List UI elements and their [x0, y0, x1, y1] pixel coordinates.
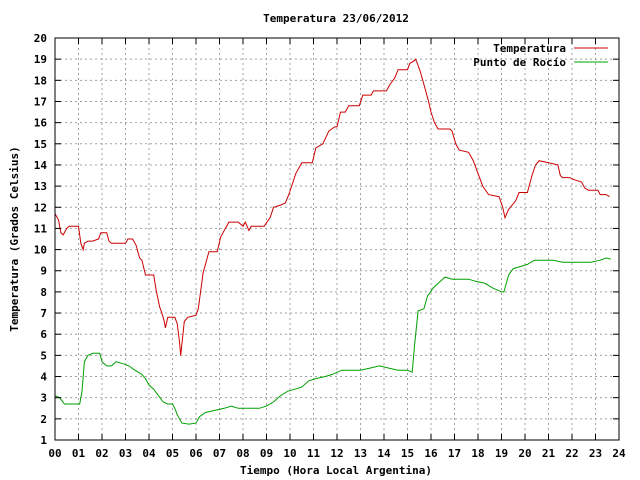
y-tick-label: 10 — [34, 244, 47, 257]
y-tick-label: 15 — [34, 138, 47, 151]
x-tick-label: 11 — [307, 447, 321, 460]
legend-label: Temperatura — [493, 42, 566, 55]
x-tick-label: 17 — [448, 447, 461, 460]
x-tick-label: 13 — [354, 447, 367, 460]
x-tick-label: 02 — [95, 447, 108, 460]
y-tick-label: 19 — [34, 53, 47, 66]
x-tick-label: 15 — [401, 447, 414, 460]
y-axis-label: Temperatura (Grados Celsius) — [8, 146, 21, 331]
y-tick-label: 20 — [34, 32, 47, 45]
x-tick-label: 10 — [283, 447, 296, 460]
x-tick-label: 01 — [72, 447, 86, 460]
y-tick-label: 2 — [40, 413, 47, 426]
y-tick-label: 12 — [34, 201, 47, 214]
x-tick-label: 06 — [189, 447, 203, 460]
y-tick-label: 8 — [40, 286, 47, 299]
y-tick-label: 16 — [34, 117, 48, 130]
y-tick-label: 3 — [40, 392, 47, 405]
x-tick-label: 08 — [236, 447, 249, 460]
series-line-1 — [54, 257, 611, 425]
y-tick-label: 14 — [34, 159, 48, 172]
y-tick-label: 5 — [40, 349, 47, 362]
x-tick-label: 05 — [166, 447, 179, 460]
axis-ticks — [54, 37, 620, 441]
x-axis-label: Tiempo (Hora Local Argentina) — [240, 464, 432, 477]
x-tick-label: 18 — [471, 447, 484, 460]
x-tick-label: 24 — [612, 447, 626, 460]
x-tick-label: 19 — [495, 447, 508, 460]
y-tick-label: 13 — [34, 180, 47, 193]
y-tick-label: 9 — [40, 265, 47, 278]
x-tick-label: 21 — [542, 447, 556, 460]
x-axis-tick-labels: 00 01 02 03 04 05 06 07 08 09 10 11 12 13 14 15 16 17 18 19… — [48, 447, 626, 460]
y-tick-label: 18 — [34, 74, 47, 87]
y-tick-label: 11 — [34, 222, 48, 235]
x-tick-label: 16 — [424, 447, 438, 460]
x-tick-label: 03 — [119, 447, 132, 460]
x-tick-label: 22 — [565, 447, 578, 460]
x-tick-label: 23 — [589, 447, 602, 460]
x-tick-label: 07 — [213, 447, 226, 460]
x-tick-label: 20 — [518, 447, 531, 460]
x-tick-label: 00 — [48, 447, 61, 460]
chart-title: Temperatura 23/06/2012 — [263, 12, 409, 25]
y-tick-label: 17 — [34, 95, 47, 108]
grid-lines — [55, 38, 619, 440]
x-tick-label: 09 — [260, 447, 273, 460]
y-tick-label: 6 — [40, 328, 47, 341]
y-tick-label: 4 — [40, 371, 47, 384]
x-tick-label: 12 — [330, 447, 343, 460]
x-tick-label: 14 — [377, 447, 391, 460]
series-lines — [54, 58, 611, 425]
y-tick-label: 7 — [40, 307, 47, 320]
series-line-0 — [54, 58, 610, 356]
y-tick-label: 1 — [40, 434, 47, 447]
legend-label: Punto de Rocío — [473, 56, 566, 69]
x-tick-label: 04 — [142, 447, 156, 460]
